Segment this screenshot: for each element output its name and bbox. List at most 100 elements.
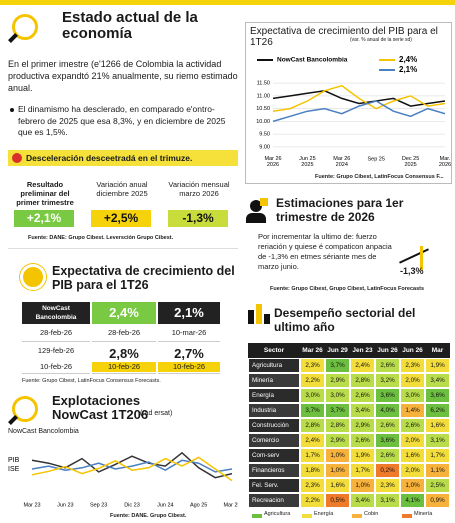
chart: 11.50 11.00 10.50 10.00 9.50 9.00 Mar 26 2026 Ju… bbox=[256, 55, 451, 168]
icon bbox=[264, 314, 270, 324]
icon bbox=[8, 33, 18, 43]
table-header: Mar bbox=[425, 343, 450, 358]
table-cell: 0,9% bbox=[425, 493, 450, 508]
stat-label: Variación anual diciembre 2025 bbox=[96, 180, 148, 198]
table-cell: Agricultura bbox=[248, 358, 300, 373]
legend-label: 2,1% bbox=[399, 65, 417, 74]
table-cell: 1,0% bbox=[325, 448, 350, 463]
table-cell: 2,8% bbox=[325, 418, 350, 433]
table-cell: 2,2% bbox=[300, 493, 325, 508]
legend-label: Agricultura bbox=[264, 511, 291, 517]
series-label: PIB bbox=[8, 457, 20, 464]
y-tick-label: 11.00 bbox=[257, 93, 270, 99]
bullet-dot bbox=[10, 108, 14, 112]
table-cell: Fel. Serv. bbox=[248, 478, 300, 493]
table-cell: 2,2% bbox=[300, 373, 325, 388]
table-cell: Comercio bbox=[248, 433, 300, 448]
source: Fuente: DANE: Grupo Cibest. Leversción G… bbox=[28, 235, 174, 241]
x-tick-label: Sep 23 bbox=[90, 502, 107, 508]
y-tick-label: 11.50 bbox=[257, 81, 270, 87]
table-header: Mar 26 bbox=[300, 343, 325, 358]
paragraph: En el primer imestre (e'1266 de Colombia… bbox=[8, 59, 238, 93]
table-cell: 1,6% bbox=[325, 478, 350, 493]
table-cell: 3,7% bbox=[300, 403, 325, 418]
section-title: Estimaciones para 1er trimestre de 2026 bbox=[276, 196, 404, 224]
table-cell: 3,2% bbox=[375, 373, 400, 388]
icon bbox=[256, 304, 262, 324]
table-text: 10-feb-26 bbox=[39, 362, 73, 371]
legend-swatch bbox=[302, 514, 312, 518]
table-cell: 3,7% bbox=[325, 358, 350, 373]
icon bbox=[250, 200, 262, 212]
arrow-yellow bbox=[420, 246, 423, 270]
series-line bbox=[272, 90, 446, 107]
table-cell: 2,0% bbox=[400, 463, 425, 478]
series-label: ISE bbox=[8, 466, 20, 473]
table-cell: 2,8% bbox=[350, 373, 375, 388]
x-tick-label: Mar. 2026 bbox=[439, 156, 451, 168]
table-cell: Energía bbox=[248, 388, 300, 403]
stat-value: -1,3% bbox=[168, 210, 228, 227]
top-strip bbox=[0, 0, 455, 5]
chart-box bbox=[245, 22, 452, 184]
table-text: 2,7% bbox=[174, 346, 204, 361]
table-cell: 2,0% bbox=[400, 373, 425, 388]
source: Fuente: DANE. Grupo Cibest. bbox=[110, 513, 187, 519]
table-cell: 2,3% bbox=[400, 358, 425, 373]
table-cell: 2,0% bbox=[400, 433, 425, 448]
table-cell: 1,4% bbox=[400, 403, 425, 418]
source: Fuente: Grupo Cibest, Grupo Cibest, Lati… bbox=[270, 286, 425, 292]
icon bbox=[8, 415, 18, 425]
legend-label: Energía bbox=[314, 511, 334, 517]
table-header: Jun 26 bbox=[400, 343, 425, 358]
chart: Mar 23 Jun 23 Sep 23 Dic 23 Jun 24 Ago 25 Mar … bbox=[8, 451, 238, 508]
table-cell bbox=[92, 326, 156, 342]
table-cell: 2,3% bbox=[300, 478, 325, 493]
table-cell: 3,0% bbox=[300, 388, 325, 403]
table-cell: Construcción bbox=[248, 418, 300, 433]
table-text: 10-mar-26 bbox=[171, 328, 207, 337]
table-header: 2,1% bbox=[158, 302, 220, 324]
table-cell: 3,6% bbox=[375, 388, 400, 403]
icon bbox=[260, 198, 268, 206]
x-tick-label: Mar 23 bbox=[23, 502, 40, 508]
table-header: Jun 26 bbox=[375, 343, 400, 358]
table-cell: 1,0% bbox=[350, 478, 375, 493]
table-cell: 3,7% bbox=[325, 403, 350, 418]
stat-label: Resultado preliminar del primer trimestr… bbox=[16, 180, 74, 207]
table-cell: 3,0% bbox=[325, 388, 350, 403]
table-cell: 3,1% bbox=[375, 493, 400, 508]
legend-swatch bbox=[352, 514, 362, 518]
callout: -1,3% bbox=[400, 266, 424, 276]
section-title: Desempeño sectorial del ultimo año bbox=[274, 306, 416, 334]
table-cell: 1,1% bbox=[425, 463, 450, 478]
y-tick-label: 9.50 bbox=[259, 132, 270, 138]
table-cell: 2,3% bbox=[375, 478, 400, 493]
table-cell: 1,9% bbox=[425, 358, 450, 373]
legend-label: NowCast Bancolombia bbox=[277, 57, 348, 64]
series-line bbox=[31, 451, 233, 479]
table-cell: 2,9% bbox=[325, 433, 350, 448]
y-tick-label: 10.00 bbox=[256, 119, 270, 125]
table-cell bbox=[92, 344, 156, 374]
x-tick-label: Jun 23 bbox=[57, 502, 74, 508]
table-text: 129-feb-26 bbox=[37, 346, 75, 355]
table-cell: 4,1% bbox=[400, 493, 425, 508]
section-title: Estado actual de la economía bbox=[62, 9, 198, 42]
stat-label: Variación mensual marzo 2026 bbox=[168, 180, 230, 198]
x-tick-label: Mar 26 2026 bbox=[264, 156, 281, 168]
divider bbox=[8, 248, 238, 249]
x-tick-label: Dic 23 bbox=[124, 502, 140, 508]
table-cell: 1,6% bbox=[400, 448, 425, 463]
source: Fuente: Grupo Cibest, LatinFocus Consens… bbox=[315, 174, 444, 180]
table-text: 28-feb-26 bbox=[107, 328, 141, 337]
table-cell: 3,6% bbox=[425, 388, 450, 403]
table-cell: 2,5% bbox=[425, 478, 450, 493]
source: Fuente: Grupo Cibest, LatinFocus Consens… bbox=[22, 378, 161, 384]
table-cell: 2,6% bbox=[350, 388, 375, 403]
table-cell: 2,8% bbox=[300, 418, 325, 433]
table-text: 10-feb-26 bbox=[158, 362, 220, 372]
x-tick-label: Jun 25 2025 bbox=[299, 156, 316, 168]
table-cell: 1,8% bbox=[300, 463, 325, 478]
